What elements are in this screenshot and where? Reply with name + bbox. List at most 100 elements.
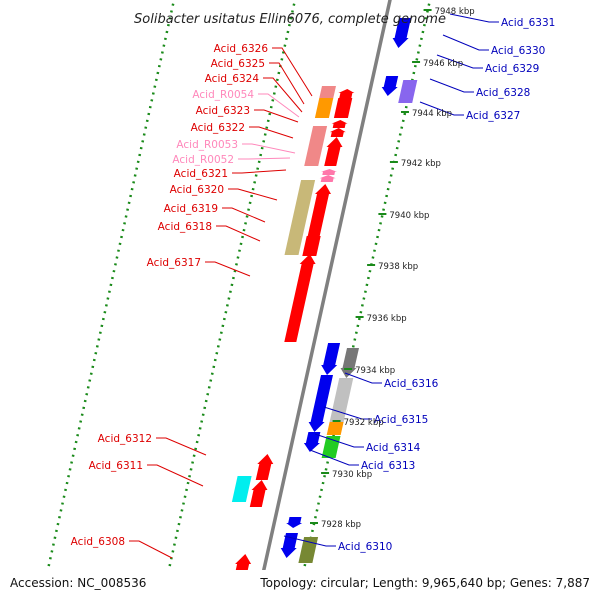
kbp-label: 7928 kbp	[321, 520, 361, 530]
gene-label-right[interactable]: Acid_6331	[501, 17, 555, 29]
gene-label-left[interactable]: Acid_R0053	[176, 139, 238, 151]
leader-lines	[129, 13, 499, 559]
rna-feature[interactable]	[321, 169, 337, 175]
gene-feature[interactable]	[340, 348, 360, 378]
gene-feature[interactable]	[255, 454, 274, 480]
gene-label-right[interactable]: Acid_6327	[466, 110, 520, 122]
gene-feature[interactable]	[321, 343, 341, 375]
gene-feature[interactable]	[231, 476, 252, 502]
gene-label-left[interactable]: Acid_6320	[170, 184, 224, 196]
leader-line	[238, 157, 291, 160]
gene-label-right[interactable]: Acid_6314	[366, 442, 421, 454]
leader-line	[263, 77, 303, 113]
kbp-label: 7944 kbp	[412, 109, 452, 119]
topology-text: Topology: circular; Length: 9,965,640 bp…	[259, 576, 590, 590]
genome-backbone	[255, 0, 392, 600]
gene-label-left[interactable]: Acid_6321	[174, 168, 228, 180]
inner-left-tick-track	[160, 0, 297, 600]
gene-label-right[interactable]: Acid_6330	[491, 45, 545, 57]
gene-label-right[interactable]: Acid_6316	[384, 378, 439, 390]
gene-feature[interactable]	[303, 432, 321, 452]
gene-label-left[interactable]: Acid_6322	[191, 122, 245, 134]
leader-line	[272, 47, 313, 97]
leader-line	[419, 101, 464, 116]
gene-label-right[interactable]: Acid_6310	[338, 541, 392, 553]
gene-feature[interactable]	[381, 76, 399, 96]
gene-feature[interactable]	[331, 120, 348, 128]
gene-label-left[interactable]: Acid_6317	[147, 257, 201, 269]
gene-feature[interactable]	[314, 98, 334, 118]
leader-line	[449, 13, 499, 23]
leader-line	[429, 78, 474, 93]
gene-feature[interactable]	[286, 517, 303, 528]
leader-line	[254, 109, 299, 123]
gene-feature[interactable]	[284, 180, 316, 255]
gene-label-right[interactable]: Acid_6328	[476, 87, 530, 99]
leader-line	[249, 126, 294, 139]
leader-line	[258, 93, 300, 118]
leader-line	[269, 62, 305, 105]
gene-feature[interactable]	[329, 128, 346, 137]
gene-label-left[interactable]: Acid_R0054	[192, 89, 254, 101]
rna-feature[interactable]	[304, 126, 328, 166]
rna-feature[interactable]	[319, 86, 336, 98]
leader-line	[216, 225, 261, 242]
gene-feature[interactable]	[308, 375, 333, 432]
gene-label-left[interactable]: Acid_6326	[214, 43, 269, 55]
leader-line	[344, 372, 382, 384]
gene-label-left[interactable]: Acid_6308	[71, 536, 125, 548]
leader-line	[228, 188, 278, 201]
kbp-label: 7946 kbp	[423, 59, 463, 69]
footer-bg	[0, 570, 600, 600]
gene-label-left[interactable]: Acid_6319	[164, 203, 218, 215]
leader-line	[436, 54, 483, 69]
kbp-label: 7932 kbp	[344, 418, 384, 428]
gene-feature[interactable]	[307, 184, 332, 237]
gene-label-left[interactable]: Acid_6325	[211, 58, 265, 70]
gene-feature[interactable]	[326, 422, 344, 435]
page-title: Solibacter usitatus Ellin6076, complete …	[134, 12, 446, 27]
kbp-label: 7938 kbp	[378, 262, 418, 272]
leader-line	[205, 261, 251, 277]
gene-feature[interactable]	[284, 254, 316, 342]
gene-label-right[interactable]: Acid_6329	[485, 63, 539, 75]
gene-label-left[interactable]: Acid_6312	[98, 433, 152, 445]
kbp-label: 7934 kbp	[355, 366, 395, 376]
leader-line	[283, 535, 336, 547]
gene-label-left[interactable]: Acid_R0052	[172, 154, 234, 166]
leader-line	[314, 433, 364, 448]
gene-feature[interactable]	[338, 89, 355, 98]
gene-feature[interactable]	[392, 18, 411, 48]
gene-feature[interactable]	[321, 436, 341, 458]
kbp-label: 7930 kbp	[332, 470, 372, 480]
rna-feature[interactable]	[319, 175, 336, 182]
gene-feature[interactable]	[280, 533, 298, 558]
leader-line	[323, 406, 372, 420]
gene-label-left[interactable]: Acid_6311	[89, 460, 143, 472]
gene-feature[interactable]	[302, 236, 321, 256]
kbp-label: 7942 kbp	[401, 159, 441, 169]
outer-left-tick-track	[39, 0, 176, 600]
leader-line	[147, 464, 204, 487]
gene-label-right[interactable]: Acid_6315	[374, 414, 428, 426]
leader-line	[156, 437, 207, 456]
kbp-label: 7936 kbp	[367, 314, 407, 324]
leader-line	[242, 143, 296, 154]
leader-line	[232, 169, 287, 174]
leader-line	[442, 34, 489, 51]
gene-feature[interactable]	[324, 137, 343, 166]
gene-feature[interactable]	[398, 80, 418, 103]
gene-label-left[interactable]: Acid_6323	[196, 105, 250, 117]
gene-feature[interactable]	[249, 480, 268, 507]
leader-line	[129, 540, 173, 559]
kbp-markers: 7928 kbp 7930 kbp 7932 kbp 7934 kbp 7936 kbp…	[309, 7, 475, 530]
gene-label-right[interactable]: Acid_6313	[361, 460, 415, 472]
gene-label-left[interactable]: Acid_6324	[205, 73, 260, 85]
gene-feature[interactable]	[298, 537, 319, 563]
gene-feature[interactable]	[333, 98, 353, 118]
leader-line	[222, 207, 266, 223]
kbp-label: 7948 kbp	[435, 7, 475, 17]
accession-text: Accession: NC_008536	[10, 576, 146, 590]
gene-label-left[interactable]: Acid_6318	[158, 221, 212, 233]
